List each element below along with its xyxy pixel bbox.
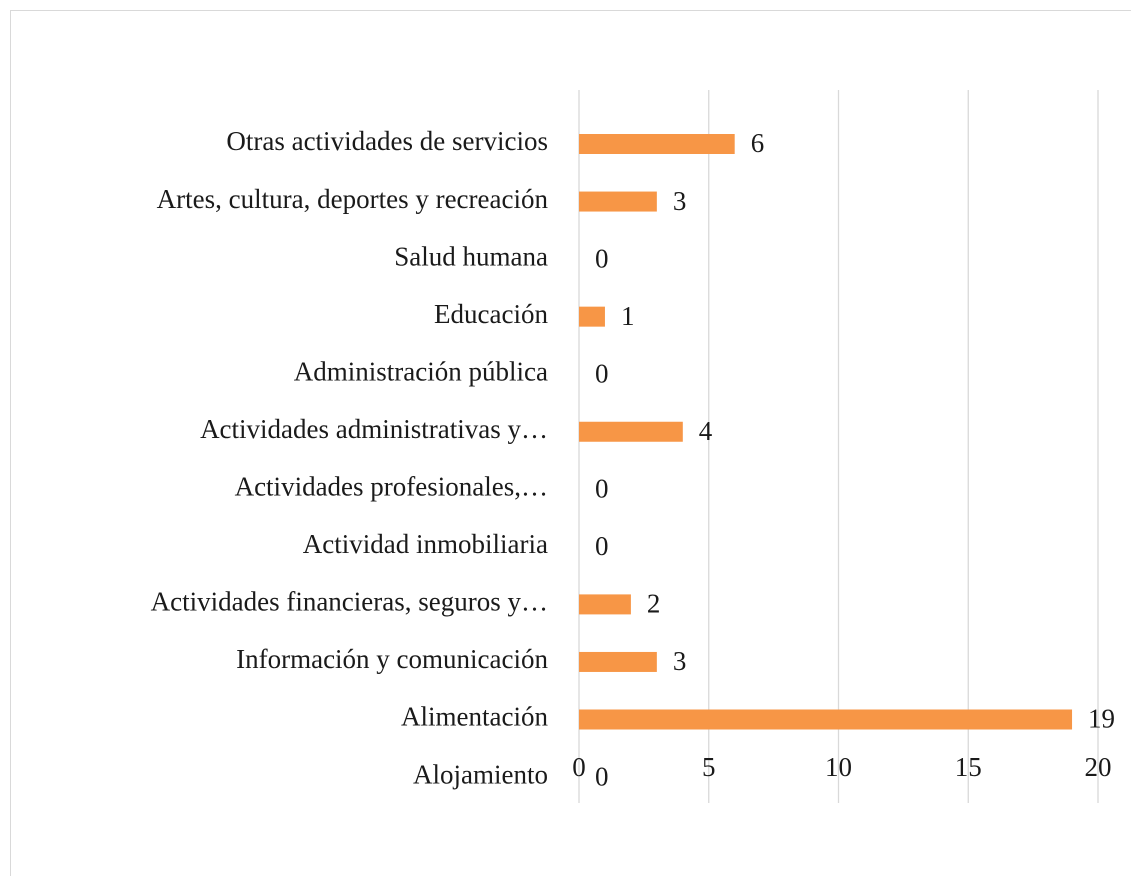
bar <box>579 594 631 615</box>
value-label: 0 <box>595 243 609 273</box>
x-tick-label: 15 <box>955 752 982 782</box>
bar <box>579 709 1073 730</box>
y-tick-label: Actividad inmobiliaria <box>303 529 548 559</box>
bar <box>579 421 683 442</box>
value-label: 19 <box>1088 704 1115 734</box>
y-tick-label: Alimentación <box>401 702 548 732</box>
bar <box>579 134 735 154</box>
y-tick-label: Actividades profesionales,… <box>235 472 548 502</box>
bar <box>579 651 657 672</box>
value-label: 0 <box>595 474 609 504</box>
bar <box>579 306 605 327</box>
y-tick-label: Alojamiento <box>413 759 548 789</box>
value-label: 1 <box>621 301 635 331</box>
y-tick-label: Educación <box>434 299 548 329</box>
value-label: 2 <box>647 589 661 619</box>
y-tick-label: Actividades financieras, seguros y… <box>151 587 548 617</box>
value-label: 0 <box>595 531 609 561</box>
value-label: 3 <box>673 186 687 216</box>
y-tick-label: Artes, cultura, deportes y recreación <box>157 184 549 214</box>
x-tick-label: 5 <box>702 752 716 782</box>
y-tick-label: Actividades administrativas y… <box>200 414 548 444</box>
x-tick-label: 10 <box>825 752 852 782</box>
x-tick-label: 0 <box>572 752 586 782</box>
value-label: 3 <box>673 646 687 676</box>
x-tick-label: 20 <box>1085 752 1112 782</box>
y-tick-label: Administración pública <box>294 356 548 386</box>
value-label: 0 <box>595 358 609 388</box>
value-label: 6 <box>751 128 765 158</box>
chart-frame <box>10 10 1131 876</box>
bar <box>579 191 657 212</box>
y-tick-label: Otras actividades de servicios <box>226 126 548 156</box>
y-tick-label: Salud humana <box>394 241 548 271</box>
y-tick-label: Información y comunicación <box>236 644 548 674</box>
value-label: 0 <box>595 761 609 791</box>
value-label: 4 <box>699 416 713 446</box>
